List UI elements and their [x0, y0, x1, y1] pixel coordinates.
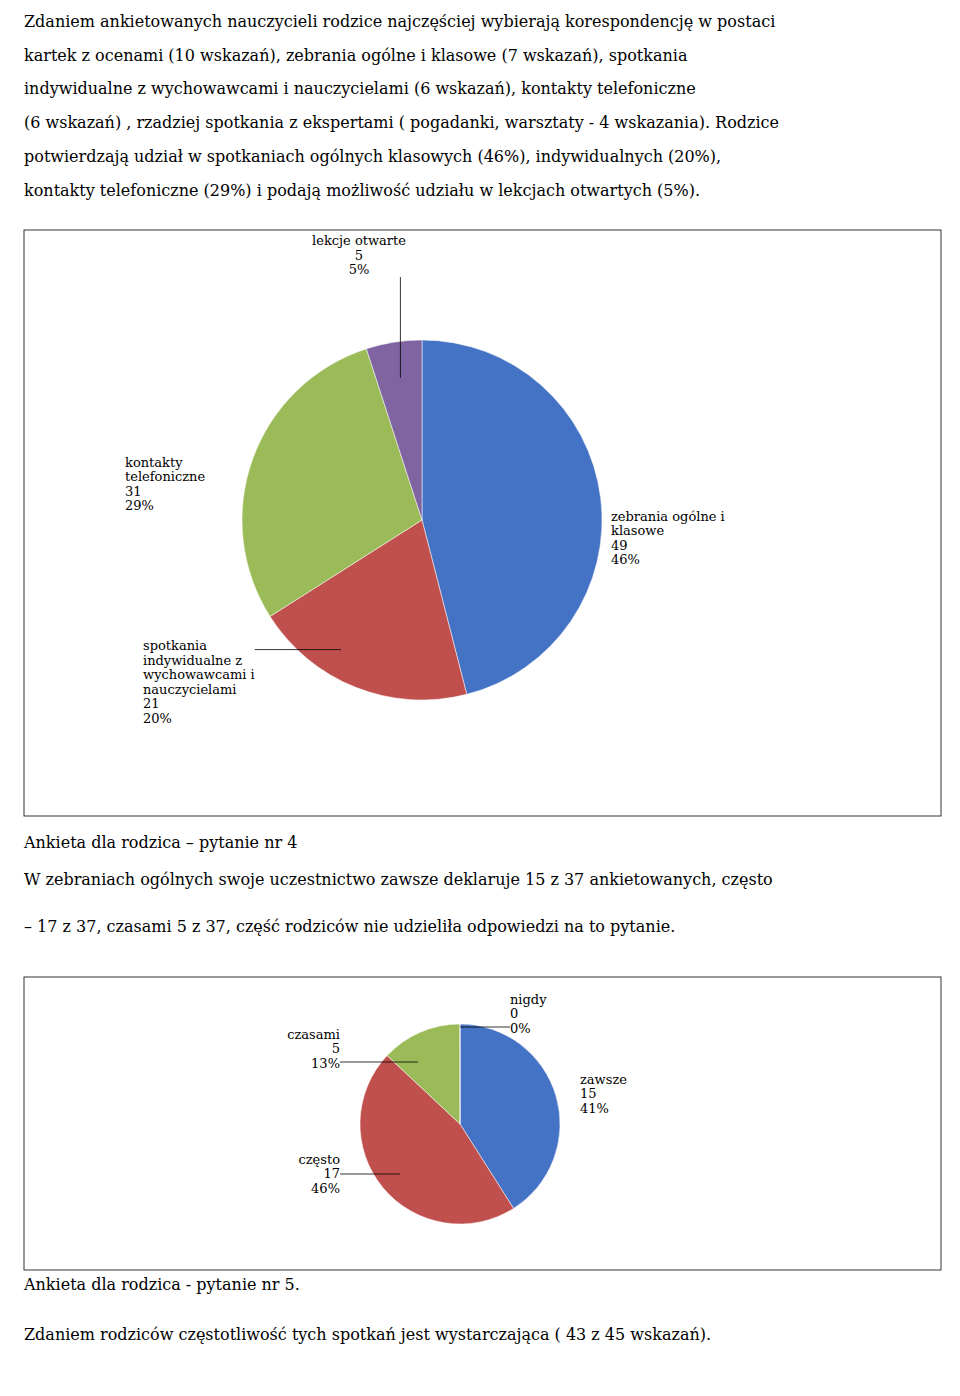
- slice-label: spotkaniaindywidualne zwychowawcami inau…: [143, 638, 255, 726]
- category-label: indywidualne z: [143, 653, 242, 668]
- annotation: kontakty telefoniczne (29%) i podają moż…: [24, 181, 700, 200]
- category-label: nauczycielami: [143, 682, 237, 697]
- annotation: – 17 z 37, czasami 5 z 37, część rodzicó…: [24, 917, 675, 936]
- data-label: 46%: [311, 1181, 340, 1196]
- annotation: potwierdzają udział w spotkaniach ogólny…: [24, 147, 721, 166]
- plot-frame: [24, 230, 941, 816]
- category-label: spotkania: [143, 638, 207, 653]
- annotation: kartek z ocenami (10 wskazań), zebrania …: [24, 46, 688, 65]
- count-label: 15: [580, 1086, 597, 1101]
- category-label: telefoniczne: [125, 469, 205, 484]
- category-label: lekcje otwarte: [312, 233, 406, 248]
- plot-frame: [24, 977, 941, 1270]
- chart: Zdaniem ankietowanych nauczycieli rodzic…: [23, 12, 941, 852]
- data-label: 41%: [580, 1101, 609, 1116]
- slice-label: lekcje otwarte55%: [312, 233, 406, 277]
- category-label: zebrania ogólne i: [611, 509, 725, 524]
- page: Zdaniem ankietowanych nauczycieli rodzic…: [0, 0, 960, 1396]
- annotation: Zdaniem ankietowanych nauczycieli rodzic…: [24, 12, 775, 31]
- count-label: 0: [510, 1006, 518, 1021]
- slices: [242, 340, 602, 700]
- count-label: 31: [125, 484, 142, 499]
- category-label: wychowawcami i: [143, 667, 255, 682]
- category-label: często: [298, 1152, 340, 1167]
- slice-label: kontaktytelefoniczne3129%: [125, 455, 205, 513]
- background: [0, 0, 960, 1396]
- slice-label: często1746%: [298, 1152, 340, 1196]
- category-label: nigdy: [510, 992, 547, 1007]
- count-label: 5: [355, 248, 363, 263]
- caption: Zdaniem rodziców częstotliwość tych spot…: [24, 1325, 711, 1344]
- caption: Ankieta dla rodzica – pytanie nr 4: [23, 833, 297, 852]
- slice-label: czasami513%: [287, 1027, 340, 1071]
- chart: W zebraniach ogólnych swoje uczestnictwo…: [23, 870, 941, 1344]
- data-label: 20%: [143, 711, 172, 726]
- data-label: 5%: [349, 262, 370, 277]
- slice: [387, 1024, 460, 1124]
- slices: [360, 1024, 560, 1224]
- leader-line: [340, 1174, 400, 1175]
- annotation: W zebraniach ogólnych swoje uczestnictwo…: [24, 870, 773, 889]
- count-label: 17: [323, 1166, 340, 1181]
- leader-line: [340, 1062, 418, 1063]
- slice: [366, 340, 422, 520]
- slice-label: zawsze1541%: [580, 1072, 627, 1116]
- data-label: 13%: [311, 1056, 340, 1071]
- category-label: klasowe: [611, 523, 664, 538]
- leader-line: [460, 1027, 510, 1028]
- category-label: zawsze: [580, 1072, 627, 1087]
- leader-line: [255, 649, 341, 650]
- data-label: 0%: [510, 1021, 531, 1036]
- slice-label: zebrania ogólne iklasowe4946%: [611, 509, 725, 568]
- category-label: kontakty: [125, 455, 183, 470]
- category-label: czasami: [287, 1027, 340, 1042]
- slice: [459, 1024, 460, 1124]
- data-label: 46%: [611, 552, 640, 567]
- count-label: 49: [611, 538, 628, 553]
- count-label: 5: [332, 1041, 340, 1056]
- slice-label: nigdy00%: [510, 992, 547, 1036]
- data-label: 29%: [125, 498, 154, 513]
- annotation: (6 wskazań) , rzadziej spotkania z ekspe…: [24, 113, 779, 132]
- caption: Ankieta dla rodzica - pytanie nr 5.: [23, 1275, 300, 1294]
- leader-line: [400, 277, 401, 378]
- annotation: indywidualne z wychowawcami i nauczyciel…: [24, 79, 696, 98]
- count-label: 21: [143, 696, 160, 711]
